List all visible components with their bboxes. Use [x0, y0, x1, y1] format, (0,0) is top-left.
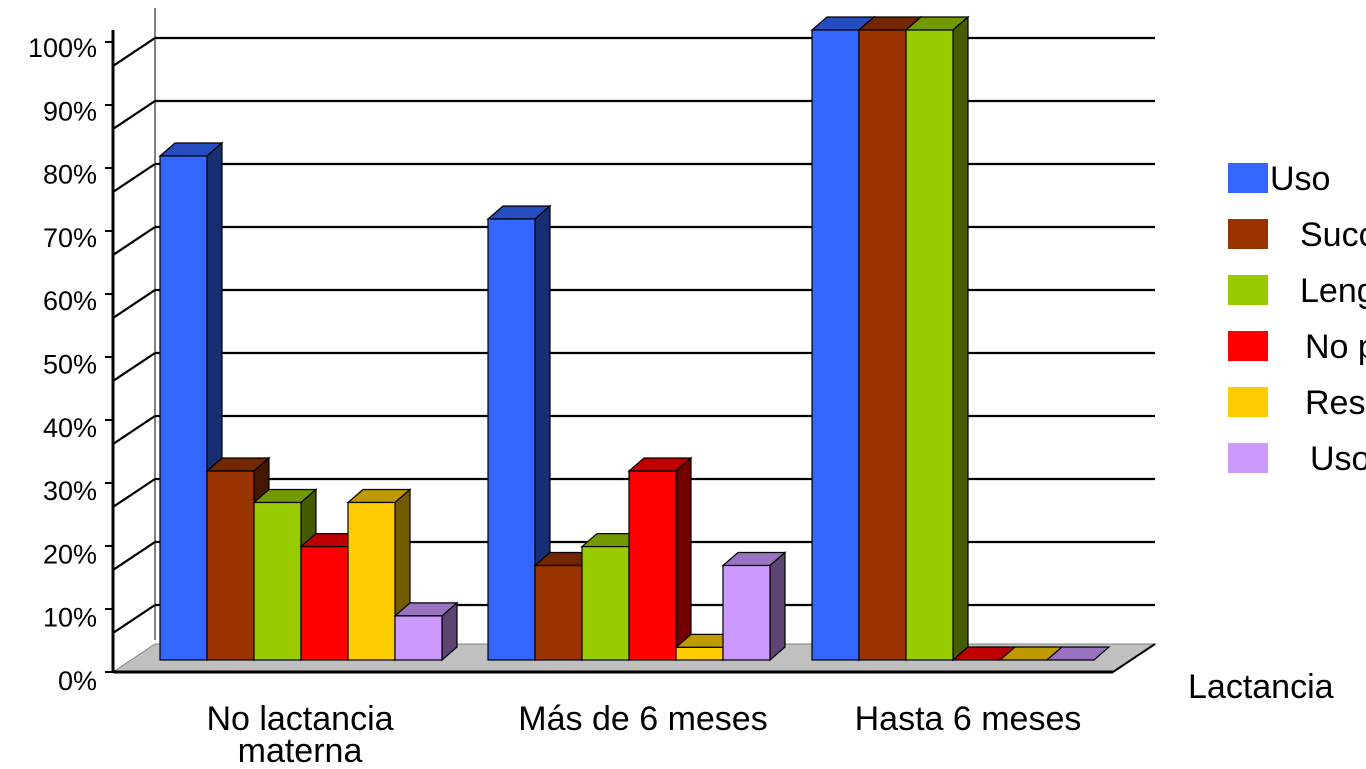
bar-front — [722, 564, 771, 661]
y-tick-label: 90% — [43, 96, 97, 126]
legend-entry: Res — [1228, 384, 1365, 422]
legend-label: Leng — [1300, 272, 1366, 310]
y-tick-label: 50% — [43, 350, 97, 380]
bar-front — [581, 545, 630, 661]
x-axis-depth — [1112, 643, 1156, 673]
gridline-side — [112, 163, 156, 193]
legend-swatch — [1228, 331, 1268, 361]
y-tick-label: 100% — [28, 33, 97, 63]
axes — [105, 30, 1156, 674]
bar-front — [487, 218, 536, 661]
bar — [1045, 646, 1111, 661]
gridline-side — [112, 37, 156, 67]
legend-swatch — [1228, 163, 1268, 193]
bar — [393, 601, 459, 662]
gridline-side — [112, 352, 156, 382]
x-axis-label: Lactancia — [1188, 668, 1334, 706]
x-category-label: Hasta 6 meses — [855, 700, 1082, 738]
bar-front — [394, 615, 443, 661]
bar-front — [159, 155, 208, 661]
legend-entry: Succ — [1228, 216, 1366, 254]
gridline-side — [112, 100, 156, 130]
y-tick-label: 30% — [43, 476, 97, 506]
gridline-side — [112, 604, 156, 634]
y-tick-label: 40% — [43, 413, 97, 443]
bar-front — [905, 29, 954, 661]
bar-top — [1045, 646, 1111, 661]
legend-swatch — [1228, 443, 1268, 473]
legend-entry: No p — [1228, 328, 1366, 366]
bar-front — [206, 470, 255, 661]
legend-entry: Uso — [1228, 160, 1330, 198]
y-tick-label: 0% — [58, 666, 97, 696]
x-category-labels: No lactancia materna Más de 6 meses Hasta 6… — [206, 700, 1081, 769]
bar — [904, 15, 970, 662]
bar-side — [952, 15, 969, 662]
bar-side — [675, 456, 692, 662]
gridline-side — [112, 289, 156, 319]
bar — [486, 204, 552, 662]
gridline-side — [112, 415, 156, 445]
legend-label: Res — [1305, 384, 1365, 422]
y-tick-labels: 0% 10% 20% 30% 40% 50% 60% 70% 80% 90% 100% — [28, 33, 97, 696]
bar-front — [811, 29, 860, 661]
legend-label: Uso — [1270, 160, 1330, 198]
legend-entry: Uso — [1228, 440, 1366, 478]
bar-front — [347, 501, 396, 661]
gridline-side — [112, 541, 156, 571]
y-tick-label: 60% — [43, 286, 97, 316]
y-tick-label: 10% — [43, 603, 97, 633]
bar-front — [628, 470, 677, 661]
bar-front — [300, 545, 349, 661]
y-tick-label: 80% — [43, 160, 97, 190]
legend-swatch — [1228, 275, 1268, 305]
legend-label: No p — [1305, 328, 1366, 366]
bar-front — [675, 646, 724, 661]
legend-entry: Leng — [1228, 272, 1366, 310]
x-category-label: No lactancia materna — [206, 700, 393, 769]
gridline-side — [112, 478, 156, 508]
bar — [627, 456, 693, 662]
bar — [721, 551, 787, 662]
x-category-label: Más de 6 meses — [518, 700, 767, 738]
legend-label: Succ — [1300, 216, 1366, 254]
y-tick-label: 70% — [43, 223, 97, 253]
legend-swatch — [1228, 387, 1268, 417]
legend-swatch — [1228, 219, 1268, 249]
legend-label: Uso — [1310, 440, 1366, 478]
bars — [158, 15, 1111, 662]
y-tick-label: 20% — [43, 539, 97, 569]
bar-side — [769, 551, 786, 662]
legend: Uso Succ Leng No p Res Uso — [1228, 160, 1366, 478]
bar-front — [534, 564, 583, 661]
gridline-side — [112, 226, 156, 256]
bar-front — [253, 501, 302, 661]
bar-front — [858, 29, 907, 661]
